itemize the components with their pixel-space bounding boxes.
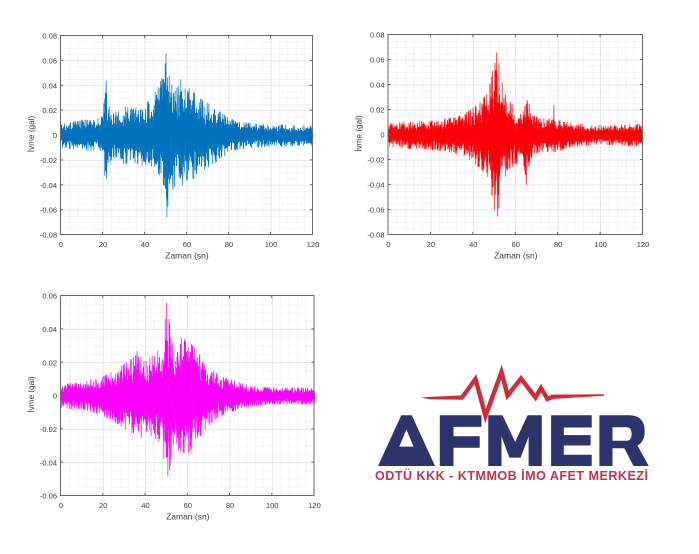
svg-text:80: 80: [226, 501, 234, 510]
svg-text:0: 0: [53, 392, 57, 401]
svg-text:0.06: 0.06: [42, 57, 57, 66]
svg-text:İvme (gal): İvme (gal): [26, 376, 36, 413]
svg-text:0: 0: [59, 501, 63, 510]
svg-text:0: 0: [386, 240, 390, 249]
svg-text:Zaman (sn): Zaman (sn): [166, 512, 210, 522]
svg-text:-0.06: -0.06: [367, 206, 384, 215]
svg-text:-0.08: -0.08: [367, 231, 384, 240]
svg-text:120: 120: [307, 240, 320, 249]
svg-text:100: 100: [594, 240, 607, 249]
svg-text:-0.06: -0.06: [40, 206, 57, 215]
svg-text:-0.06: -0.06: [40, 492, 57, 501]
svg-text:20: 20: [99, 240, 107, 249]
svg-text:100: 100: [266, 501, 279, 510]
svg-text:ODTÜ KKK - KTMMOB İMO AFET MER: ODTÜ KKK - KTMMOB İMO AFET MERKEZİ: [375, 468, 648, 483]
svg-text:0.02: 0.02: [42, 358, 57, 367]
svg-text:0.08: 0.08: [370, 31, 385, 40]
svg-text:Zaman (sn): Zaman (sn): [165, 251, 209, 261]
svg-text:-0.04: -0.04: [40, 458, 57, 467]
svg-text:0: 0: [380, 131, 384, 140]
svg-text:-0.02: -0.02: [40, 156, 57, 165]
svg-text:-0.02: -0.02: [40, 425, 57, 434]
svg-text:0.06: 0.06: [42, 292, 57, 301]
svg-text:60: 60: [183, 240, 191, 249]
svg-text:20: 20: [427, 240, 435, 249]
svg-text:40: 40: [141, 240, 149, 249]
svg-text:0: 0: [53, 131, 57, 140]
svg-text:100: 100: [265, 240, 278, 249]
svg-text:-0.04: -0.04: [367, 181, 384, 190]
svg-text:60: 60: [184, 501, 192, 510]
svg-text:İvme (gal): İvme (gal): [354, 115, 364, 152]
svg-text:-0.04: -0.04: [40, 181, 57, 190]
svg-text:0.06: 0.06: [370, 56, 385, 65]
svg-text:120: 120: [308, 501, 321, 510]
svg-text:0.02: 0.02: [370, 106, 385, 115]
svg-text:80: 80: [225, 240, 233, 249]
svg-text:-0.02: -0.02: [367, 156, 384, 165]
svg-text:Zaman (sn): Zaman (sn): [494, 251, 538, 261]
svg-text:0: 0: [59, 240, 63, 249]
svg-text:40: 40: [469, 240, 477, 249]
svg-text:40: 40: [141, 501, 149, 510]
svg-text:120: 120: [637, 240, 650, 249]
svg-text:60: 60: [512, 240, 520, 249]
svg-text:20: 20: [99, 501, 107, 510]
svg-text:80: 80: [554, 240, 562, 249]
svg-text:0.04: 0.04: [370, 81, 385, 90]
svg-text:0.04: 0.04: [42, 81, 57, 90]
svg-text:İvme (gal): İvme (gal): [26, 116, 36, 153]
svg-text:0.02: 0.02: [42, 106, 57, 115]
svg-text:0.04: 0.04: [42, 325, 57, 334]
svg-text:-0.08: -0.08: [40, 231, 57, 240]
svg-text:0.08: 0.08: [42, 32, 57, 41]
